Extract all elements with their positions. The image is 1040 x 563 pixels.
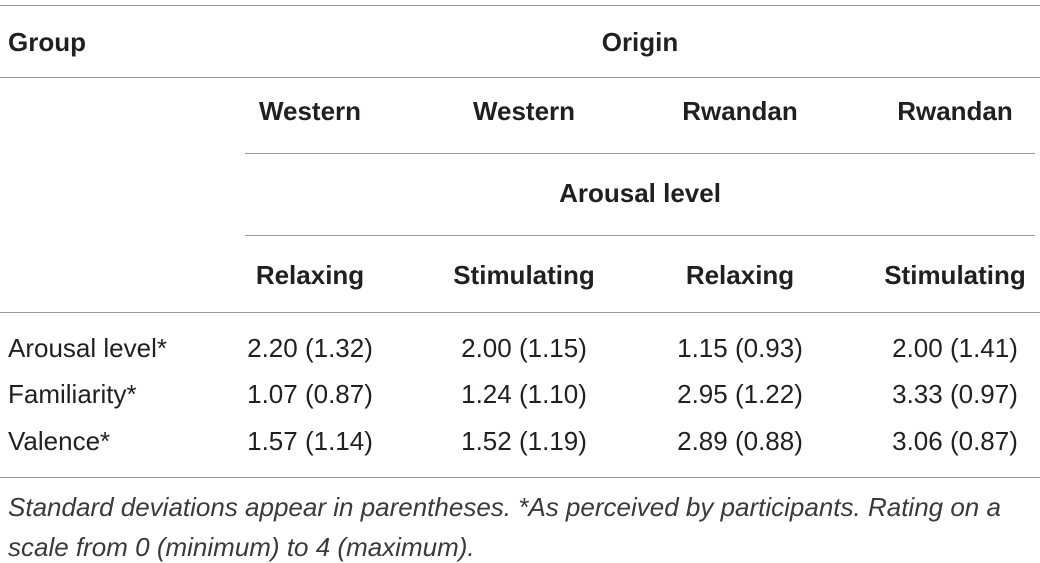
cell: 1.07 (0.87) — [247, 379, 373, 409]
cell: 2.89 (0.88) — [677, 426, 803, 456]
cell: 2.20 (1.32) — [247, 333, 373, 363]
arousal-label: Stimulating — [884, 260, 1026, 290]
arousal-header: Arousal level — [559, 178, 721, 208]
footnote: Standard deviations appear in parenthese… — [8, 492, 1001, 562]
origin-header: Origin — [601, 27, 679, 57]
row-label: Arousal level* — [8, 333, 167, 363]
cell: 1.57 (1.14) — [247, 426, 373, 456]
rule — [0, 312, 1040, 313]
cell: 1.24 (1.10) — [461, 379, 587, 409]
cell: 2.00 (1.41) — [892, 333, 1018, 363]
origin-label: Western — [472, 96, 576, 126]
cell: 2.95 (1.22) — [677, 379, 803, 409]
cell: 2.00 (1.15) — [461, 333, 587, 363]
rule — [0, 77, 1040, 78]
cell: 1.15 (0.93) — [677, 333, 803, 363]
rule — [0, 477, 1040, 478]
arousal-label: Relaxing — [255, 260, 365, 290]
cell: 1.52 (1.19) — [461, 426, 587, 456]
rule — [0, 5, 1040, 6]
cell: 3.33 (0.97) — [892, 379, 1018, 409]
origin-label: Western — [258, 96, 362, 126]
origin-label: Rwandan — [897, 96, 1013, 126]
arousal-label: Stimulating — [453, 260, 595, 290]
row-label: Valence* — [8, 426, 111, 456]
origin-label: Rwandan — [682, 96, 798, 126]
rule — [245, 235, 1035, 236]
cell: 3.06 (0.87) — [892, 426, 1018, 456]
group-header: Group — [8, 27, 86, 57]
arousal-label: Relaxing — [685, 260, 795, 290]
rule — [245, 153, 1035, 154]
row-label: Familiarity* — [8, 379, 137, 409]
